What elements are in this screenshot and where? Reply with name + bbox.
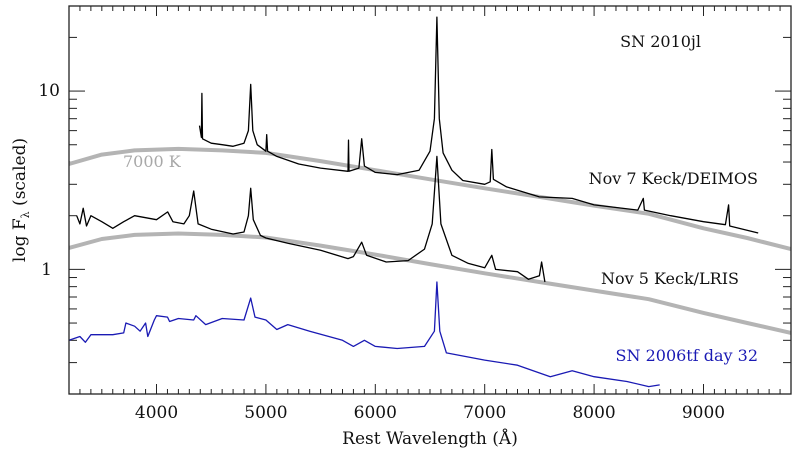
annotation-middle-spectrum: Nov 5 Keck/LRIS [601,269,739,288]
series-group [68,16,792,388]
annotation-upper-spectrum: Nov 7 Keck/DEIMOS [589,169,758,188]
x-tick-label: 9000 [682,403,725,423]
x-tick-label: 5000 [244,403,287,423]
y-axis-title-main: log F [10,218,30,262]
plot-frame [68,5,792,395]
y-axis-title: log Fλ (scaled) [10,138,32,262]
blackbody-curve [68,231,792,335]
y-axis-title-sub: λ [19,211,32,218]
annotation-blackbody: 7000 K [123,152,182,171]
x-tick-label: 7000 [463,403,506,423]
annotation-comparison-spectrum: SN 2006tf day 32 [616,346,758,365]
spectrum-line [76,155,546,283]
spectrum-line [68,281,660,388]
x-tick-label: 8000 [572,403,615,423]
spectrum-line [198,16,759,234]
annotation-object: SN 2010jl [620,32,701,51]
blackbody-curve [68,146,792,252]
x-tick-labels: 4000 5000 6000 7000 8000 9000 [135,403,725,423]
x-tick-label: 4000 [135,403,178,423]
y-tick-label-1: 1 [41,260,52,280]
x-tick-label: 6000 [354,403,397,423]
x-axis-title: Rest Wavelength (Å) [342,428,518,449]
y-axis-title-suffix: (scaled) [10,138,30,211]
axis-ticks [69,6,791,394]
y-tick-label-10: 10 [38,81,60,101]
